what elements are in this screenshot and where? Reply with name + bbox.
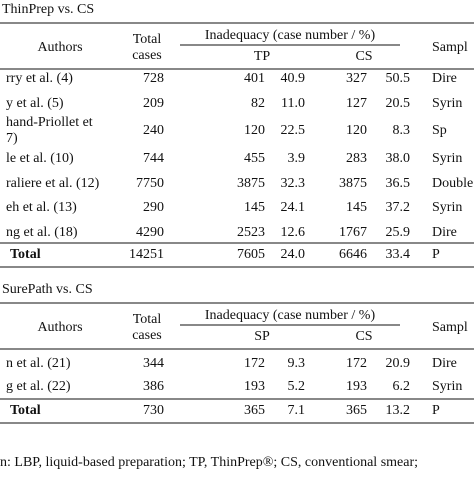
- cell: 11.0: [281, 96, 305, 111]
- author: ng et al. (18): [6, 225, 78, 240]
- cell: 401: [244, 71, 265, 86]
- cell: 145: [346, 200, 367, 215]
- cell: 455: [244, 151, 265, 166]
- cell: 20.5: [386, 96, 411, 111]
- cell: 37.2: [386, 200, 411, 215]
- cell: 290: [143, 200, 164, 215]
- cell: 240: [143, 123, 164, 138]
- cell: 9.3: [288, 356, 306, 371]
- header-control: CS: [355, 329, 372, 344]
- cell: 193: [244, 379, 265, 394]
- header-total: cases: [132, 48, 162, 63]
- header-method: TP: [254, 49, 271, 64]
- header-total: Total: [133, 32, 162, 47]
- cell: 209: [143, 96, 164, 111]
- cell: 172: [244, 356, 265, 371]
- footnote: n: LBP, liquid-based preparation; TP, Th…: [0, 455, 418, 470]
- cell: 172: [346, 356, 367, 371]
- total-cell: 730: [143, 403, 164, 418]
- header-sample: Sampl: [432, 40, 468, 55]
- sample: Syrin: [432, 96, 462, 111]
- cell: 120: [346, 123, 367, 138]
- cell: 20.9: [386, 356, 411, 371]
- cell: 36.5: [386, 176, 411, 191]
- cell: 327: [346, 71, 367, 86]
- sample: Dire: [432, 71, 457, 86]
- total-cell: 24.0: [281, 247, 306, 262]
- header-control: CS: [355, 49, 372, 64]
- author: le et al. (10): [6, 151, 74, 166]
- cell: 38.0: [386, 151, 411, 166]
- cell: 7750: [136, 176, 164, 191]
- cell: 25.9: [386, 225, 411, 240]
- sample: Syrin: [432, 151, 462, 166]
- cell: 1767: [339, 225, 367, 240]
- cell: 145: [244, 200, 265, 215]
- total-cell: 13.2: [386, 403, 411, 418]
- author: raliere et al. (12): [6, 176, 100, 191]
- cell: 12.6: [281, 225, 306, 240]
- total-cell: 365: [244, 403, 265, 418]
- cell: 40.9: [281, 71, 306, 86]
- total-cell: 365: [346, 403, 367, 418]
- sample: Dire: [432, 225, 457, 240]
- cell: 22.5: [281, 123, 306, 138]
- author: hand-Priollet et: [6, 115, 93, 130]
- section-title: ThinPrep vs. CS: [2, 2, 94, 17]
- header-total: Total: [133, 312, 162, 327]
- total-cell: 33.4: [386, 247, 411, 262]
- cell: 386: [143, 379, 164, 394]
- cell: 4290: [136, 225, 164, 240]
- cell: 193: [346, 379, 367, 394]
- cell: 283: [346, 151, 367, 166]
- author: n et al. (21): [6, 356, 71, 371]
- cell: 744: [143, 151, 164, 166]
- cell: 127: [346, 96, 367, 111]
- total-cell: 14251: [129, 247, 164, 262]
- cell: 82: [251, 96, 265, 111]
- total-cell: 7605: [237, 247, 265, 262]
- sample: Syrin: [432, 200, 462, 215]
- cell: 5.2: [288, 379, 306, 394]
- total-label: Total: [10, 247, 41, 262]
- header-inadequacy: Inadequacy (case number / %): [205, 308, 376, 323]
- author: eh et al. (13): [6, 200, 77, 215]
- section-title: SurePath vs. CS: [2, 282, 93, 297]
- cell: 344: [143, 356, 164, 371]
- total-label: Total: [10, 403, 41, 418]
- cell: 6.2: [393, 379, 411, 394]
- sample: Double: [432, 176, 473, 191]
- sample: Syrin: [432, 379, 462, 394]
- cell: 8.3: [393, 123, 411, 138]
- cell: 3875: [237, 176, 265, 191]
- cell: 3.9: [288, 151, 306, 166]
- header-method: SP: [254, 329, 270, 344]
- header-inadequacy: Inadequacy (case number / %): [205, 28, 376, 43]
- cell: 728: [143, 71, 164, 86]
- author: rry et al. (4): [6, 71, 73, 86]
- cell: 2523: [237, 225, 265, 240]
- header-sample: Sampl: [432, 320, 468, 335]
- total-cell: 7.1: [288, 403, 306, 418]
- cell: 32.3: [281, 176, 306, 191]
- total-cell: 6646: [339, 247, 367, 262]
- cell: 3875: [339, 176, 367, 191]
- total-sample: P: [432, 403, 440, 418]
- sample: Dire: [432, 356, 457, 371]
- cell: 50.5: [386, 71, 411, 86]
- header-total: cases: [132, 328, 162, 343]
- author: y et al. (5): [6, 96, 64, 111]
- sample: Sp: [432, 123, 447, 138]
- author: 7): [6, 131, 18, 146]
- header-authors: Authors: [37, 320, 82, 335]
- author: g et al. (22): [6, 379, 71, 394]
- cell: 24.1: [281, 200, 306, 215]
- cell: 120: [244, 123, 265, 138]
- header-authors: Authors: [37, 40, 82, 55]
- total-sample: P: [432, 247, 440, 262]
